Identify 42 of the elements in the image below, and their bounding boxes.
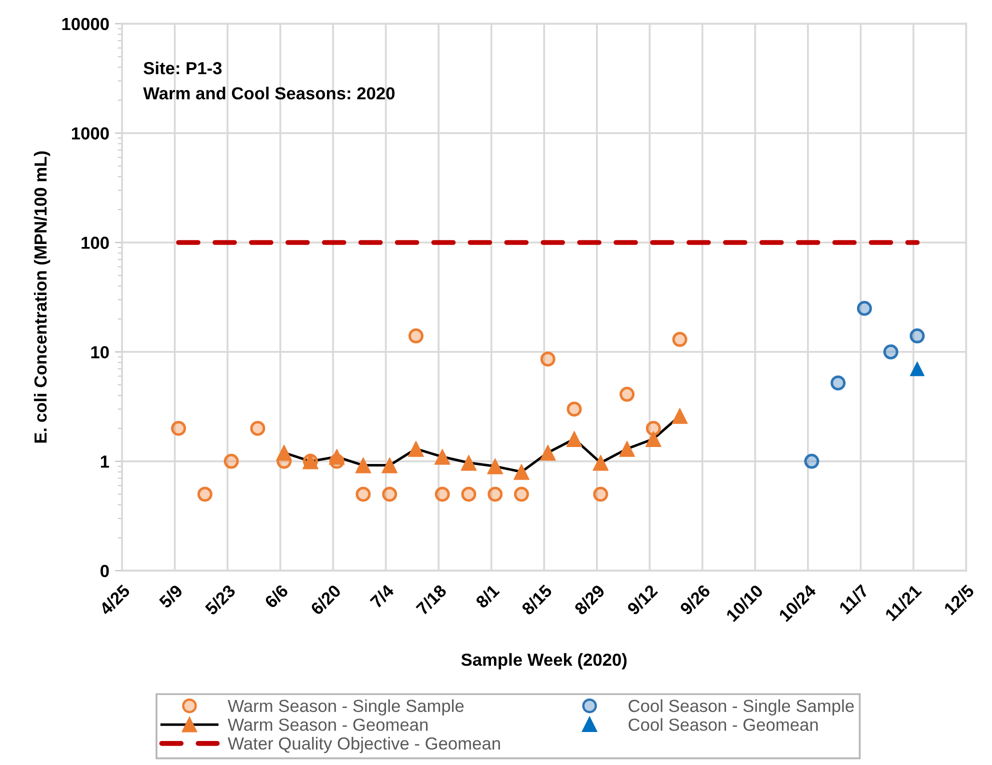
annotation: Site: P1-3	[144, 62, 222, 74]
point	[408, 440, 424, 457]
y-tick-label: 1000	[72, 127, 109, 140]
x-tick-label: 5/9	[158, 584, 184, 610]
point	[540, 444, 556, 461]
point	[514, 464, 530, 480]
x-tick-label: 8/29	[573, 584, 606, 616]
point	[566, 430, 582, 447]
x-tick-label: 7/18	[415, 584, 448, 616]
y-axis-title: E. coli Concentration (MPN/100 mL)	[34, 151, 50, 443]
point	[460, 454, 477, 471]
x-tick-label: 5/23	[204, 584, 236, 616]
point	[487, 458, 504, 474]
x-tick-label: 6/20	[310, 584, 342, 616]
point	[672, 408, 688, 424]
y-tick-label: 1	[100, 456, 110, 468]
point	[910, 362, 925, 376]
point	[434, 448, 450, 465]
x-tick-label: 8/1	[474, 584, 500, 610]
legend-label: Cool Season - Single Sample	[628, 699, 854, 716]
y-tick-label: 10	[91, 346, 109, 358]
y-tick-label: 10000	[62, 18, 109, 30]
point	[592, 454, 609, 471]
point	[355, 457, 372, 474]
y-tick-label: 0	[100, 564, 109, 578]
point	[382, 457, 398, 474]
point	[619, 440, 636, 457]
y-tick-label: 100	[82, 236, 109, 249]
x-tick-label: 9/12	[626, 584, 658, 616]
legend-label: Warm Season - Geomean	[228, 718, 428, 731]
point	[276, 444, 292, 461]
x-axis-title: Sample Week (2020)	[461, 653, 627, 670]
annotation: Warm and Cool Seasons: 2020	[143, 86, 395, 100]
x-tick-label: 7/4	[369, 583, 395, 609]
x-tick-label: 4/25	[98, 584, 131, 616]
point	[328, 448, 345, 465]
x-tick-label: 6/6	[264, 584, 289, 609]
legend-label: Water Quality Objective - Geomean	[228, 736, 500, 754]
legend-label: Warm Season - Single Sample	[228, 699, 464, 716]
point	[645, 430, 662, 447]
legend-label: Cool Season - Geomean	[628, 718, 818, 731]
x-tick-label: 9/26	[678, 584, 712, 616]
